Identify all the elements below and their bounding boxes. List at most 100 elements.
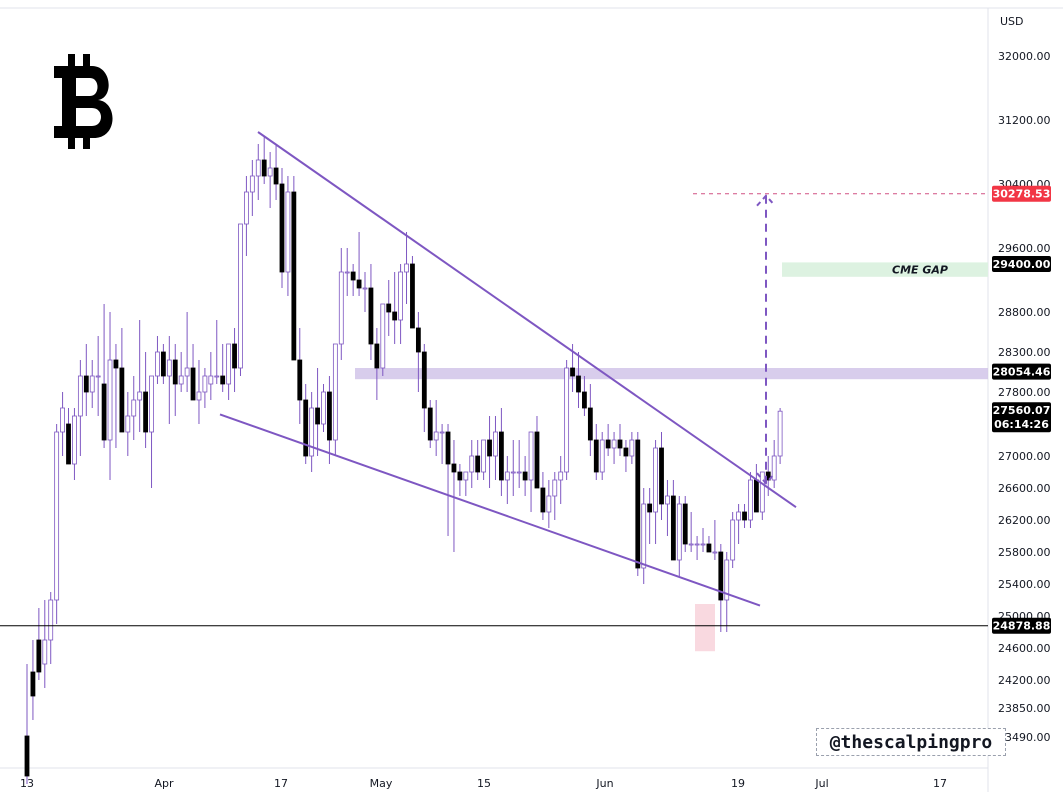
candle-body-bear (582, 391, 587, 409)
candle (113, 344, 119, 448)
candle (149, 375, 154, 488)
candle (445, 424, 451, 536)
candle-body-bull (54, 431, 60, 601)
candle (315, 368, 320, 456)
y-tick-label: 23490.00 (998, 731, 1051, 744)
y-tick-label: 29600.00 (998, 242, 1051, 255)
falling-wedge-upper-trendline[interactable] (257, 131, 797, 509)
candle (30, 640, 36, 720)
price-tag: 24878.88 (992, 617, 1051, 634)
candle-body-bull (249, 175, 255, 193)
candle (427, 400, 433, 448)
candle (166, 336, 172, 424)
candle (178, 352, 184, 392)
candle-body-bull (48, 599, 54, 641)
candle-body-bull (338, 271, 344, 345)
y-tick-label: 28800.00 (998, 306, 1051, 319)
price-tag-bg (992, 256, 1051, 272)
candle (327, 376, 332, 464)
candle-body-bear (593, 439, 599, 473)
candle-body-bear (261, 159, 267, 177)
candle-body-bear (670, 495, 676, 561)
candle (95, 336, 101, 416)
candle (338, 248, 344, 360)
x-tick-label: Jul (814, 777, 828, 790)
candle-body-bear (220, 375, 226, 385)
candle-body-bull (676, 503, 682, 561)
candle-body-bull (629, 439, 635, 457)
candle (344, 248, 350, 296)
price-axis[interactable]: 32000.0031200.0030400.0029600.0028800.00… (998, 50, 1051, 744)
candle-body-bear (350, 271, 356, 281)
candle (617, 424, 623, 456)
candle (143, 352, 149, 448)
time-axis[interactable]: 13 Apr 17 May 15 Jun 19 Jul 17 (20, 777, 947, 790)
candle-body-bear (635, 439, 641, 569)
projection-arrow[interactable] (756, 194, 776, 485)
y-tick-label: 31200.00 (998, 114, 1051, 127)
projection-arrow-head-bottom (756, 472, 776, 485)
candle-body-bull (564, 367, 570, 473)
candle-body-bull (149, 375, 154, 433)
candle-body-bear (617, 439, 623, 449)
candle-body-bull (267, 167, 273, 177)
candle-body-bull (552, 479, 558, 497)
candle (522, 456, 528, 496)
candle (730, 512, 736, 568)
candle-body-bear (534, 431, 540, 489)
candle (771, 440, 777, 488)
candle (380, 303, 386, 376)
candle-body-bull (208, 375, 214, 385)
candle (587, 384, 593, 456)
candle-body-bull (309, 407, 315, 457)
candle (647, 488, 653, 544)
candle-body-bear (374, 343, 380, 369)
cme-gap-label: CME GAP (892, 264, 948, 277)
candle (552, 472, 558, 520)
candle (682, 496, 688, 552)
candle (748, 472, 753, 528)
candle (66, 408, 71, 465)
candle (777, 408, 783, 464)
candle (712, 520, 718, 560)
candle-body-bull (362, 287, 368, 290)
price-tag-bg (992, 363, 1051, 380)
candle (220, 344, 226, 392)
candle-body-bear (742, 511, 747, 521)
candle-body-bear (143, 391, 149, 433)
y-tick-label: 24200.00 (998, 674, 1051, 687)
candle-body-bear (119, 367, 125, 433)
candle (439, 424, 445, 464)
candle-body-bull (694, 543, 700, 546)
y-tick-label: 25400.00 (998, 578, 1051, 591)
candle (546, 480, 552, 528)
candle (24, 664, 30, 784)
candle (611, 432, 617, 464)
candle-body-bear (315, 407, 320, 425)
candle (238, 223, 243, 376)
candle-body-bull (771, 455, 777, 481)
candle-body-bear (279, 183, 285, 273)
candle-body-bull (89, 375, 95, 393)
candle-body-bull (285, 191, 291, 273)
candle-body-bull (166, 359, 172, 377)
candle (629, 432, 635, 464)
candle (516, 440, 522, 488)
candle (433, 400, 439, 456)
candle (279, 168, 285, 288)
candle-body-bull (439, 431, 445, 434)
candle (736, 504, 741, 544)
candle (665, 480, 670, 536)
candle (137, 320, 143, 432)
candle (623, 440, 629, 472)
candle (564, 360, 570, 480)
candle (410, 256, 415, 329)
candle (101, 304, 107, 448)
candle-body-bull (724, 559, 730, 601)
candle-body-bear (445, 431, 451, 465)
candle-body-bull (469, 455, 475, 473)
candle (392, 272, 398, 344)
candle (475, 440, 481, 480)
falling-wedge-lower-trendline[interactable] (219, 413, 761, 607)
